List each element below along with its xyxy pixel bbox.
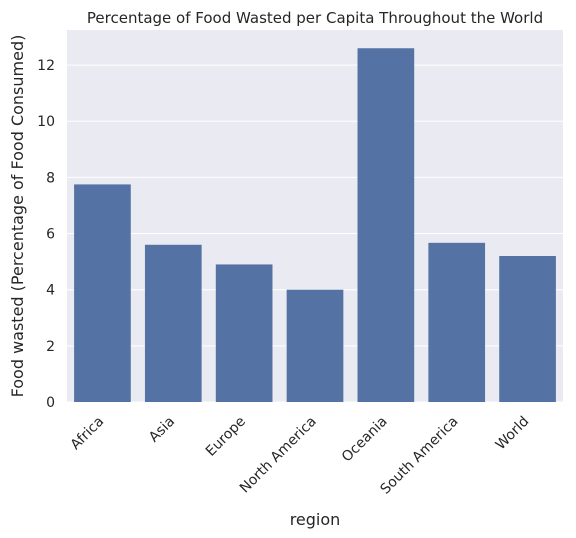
bar-oceania <box>357 48 415 403</box>
x-tick-label: South America <box>377 414 461 498</box>
y-tick-label: 12 <box>37 58 55 74</box>
y-tick-labels: 0 2 4 6 8 10 12 <box>37 58 55 411</box>
bar-south-america <box>428 242 486 402</box>
y-tick-label: 4 <box>46 283 55 299</box>
x-tick-label: Europe <box>203 414 249 460</box>
y-tick-label: 0 <box>46 395 55 411</box>
x-tick-label: Oceania <box>339 414 391 466</box>
y-tick-label: 8 <box>46 170 55 186</box>
bar-north-america <box>286 289 344 402</box>
x-tick-label: Africa <box>68 414 108 454</box>
bars <box>74 48 556 403</box>
y-axis-label: Food wasted (Percentage of Food Consumed… <box>8 35 27 398</box>
y-tick-label: 6 <box>46 227 55 243</box>
y-tick-label: 10 <box>37 114 55 130</box>
y-tick-label: 2 <box>46 339 55 355</box>
bar-asia <box>144 244 202 402</box>
bar-africa <box>74 184 131 402</box>
x-tick-label: Asia <box>146 414 178 446</box>
chart-title: Percentage of Food Wasted per Capita Thr… <box>87 9 543 27</box>
bar-world <box>499 256 556 402</box>
bar-europe <box>215 264 273 402</box>
x-tick-label: North America <box>237 414 320 497</box>
x-tick-label: World <box>493 414 533 454</box>
x-axis-label: region <box>290 510 341 529</box>
